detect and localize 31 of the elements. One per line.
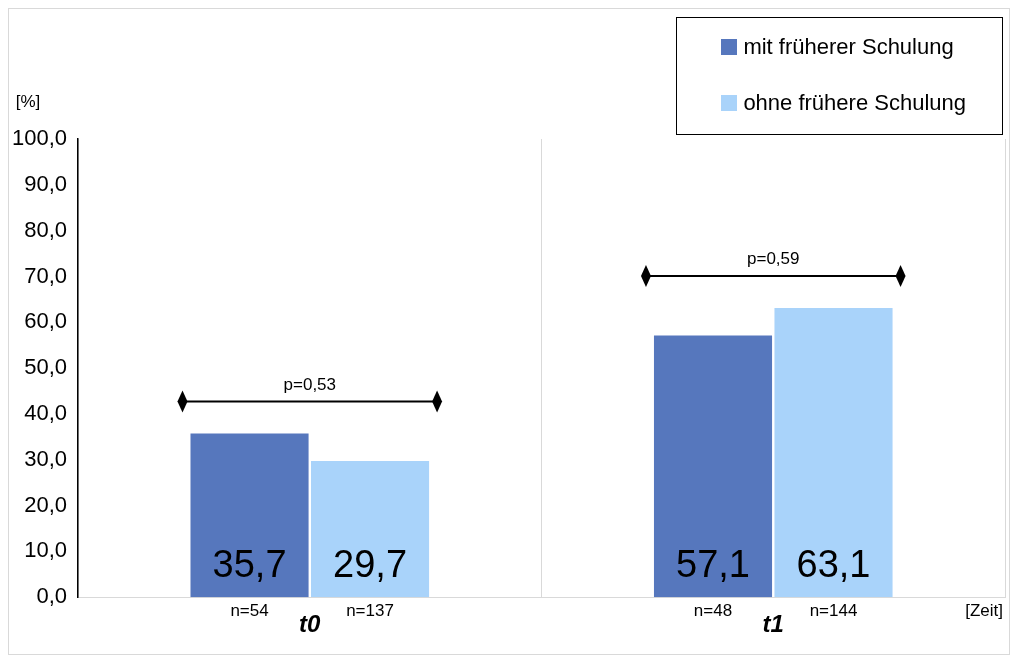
y-tick-label: 30,0 bbox=[24, 445, 68, 471]
data-label: 57,1 bbox=[676, 542, 750, 585]
data-label: 35,7 bbox=[212, 542, 287, 585]
x-tick-label: t0 bbox=[299, 610, 322, 638]
y-axis-title: [%] bbox=[15, 92, 41, 112]
y-tick-label: 90,0 bbox=[24, 170, 68, 196]
x-axis-title: [Zeit] bbox=[965, 601, 1003, 621]
legend-label: mit früherer Schulung bbox=[743, 34, 954, 60]
y-tick-label: 40,0 bbox=[24, 399, 68, 425]
y-tick-label: 20,0 bbox=[24, 491, 68, 517]
y-tick-label: 60,0 bbox=[24, 308, 68, 334]
y-tick-label: 0,0 bbox=[36, 583, 68, 609]
legend-label: ohne frühere Schulung bbox=[743, 90, 966, 116]
bar bbox=[190, 433, 309, 598]
bar bbox=[774, 308, 893, 598]
y-tick-label: 80,0 bbox=[24, 216, 68, 242]
data-label: 29,7 bbox=[333, 542, 408, 585]
y-tick-label: 100,0 bbox=[11, 125, 68, 151]
text: n=54 bbox=[230, 601, 269, 621]
y-tick-label: 50,0 bbox=[24, 354, 68, 380]
annotation: p=0,59 bbox=[747, 249, 800, 269]
x-tick-label: t1 bbox=[762, 610, 784, 638]
y-tick-label: 70,0 bbox=[24, 262, 68, 288]
annotation: p=0,53 bbox=[283, 374, 337, 394]
bar bbox=[653, 335, 773, 598]
text: n=48 bbox=[693, 601, 733, 621]
bar bbox=[311, 461, 430, 598]
text: n=144 bbox=[809, 601, 858, 621]
y-tick-label: 10,0 bbox=[24, 537, 68, 563]
data-label: 63,1 bbox=[796, 542, 871, 585]
text: n=137 bbox=[346, 601, 394, 621]
